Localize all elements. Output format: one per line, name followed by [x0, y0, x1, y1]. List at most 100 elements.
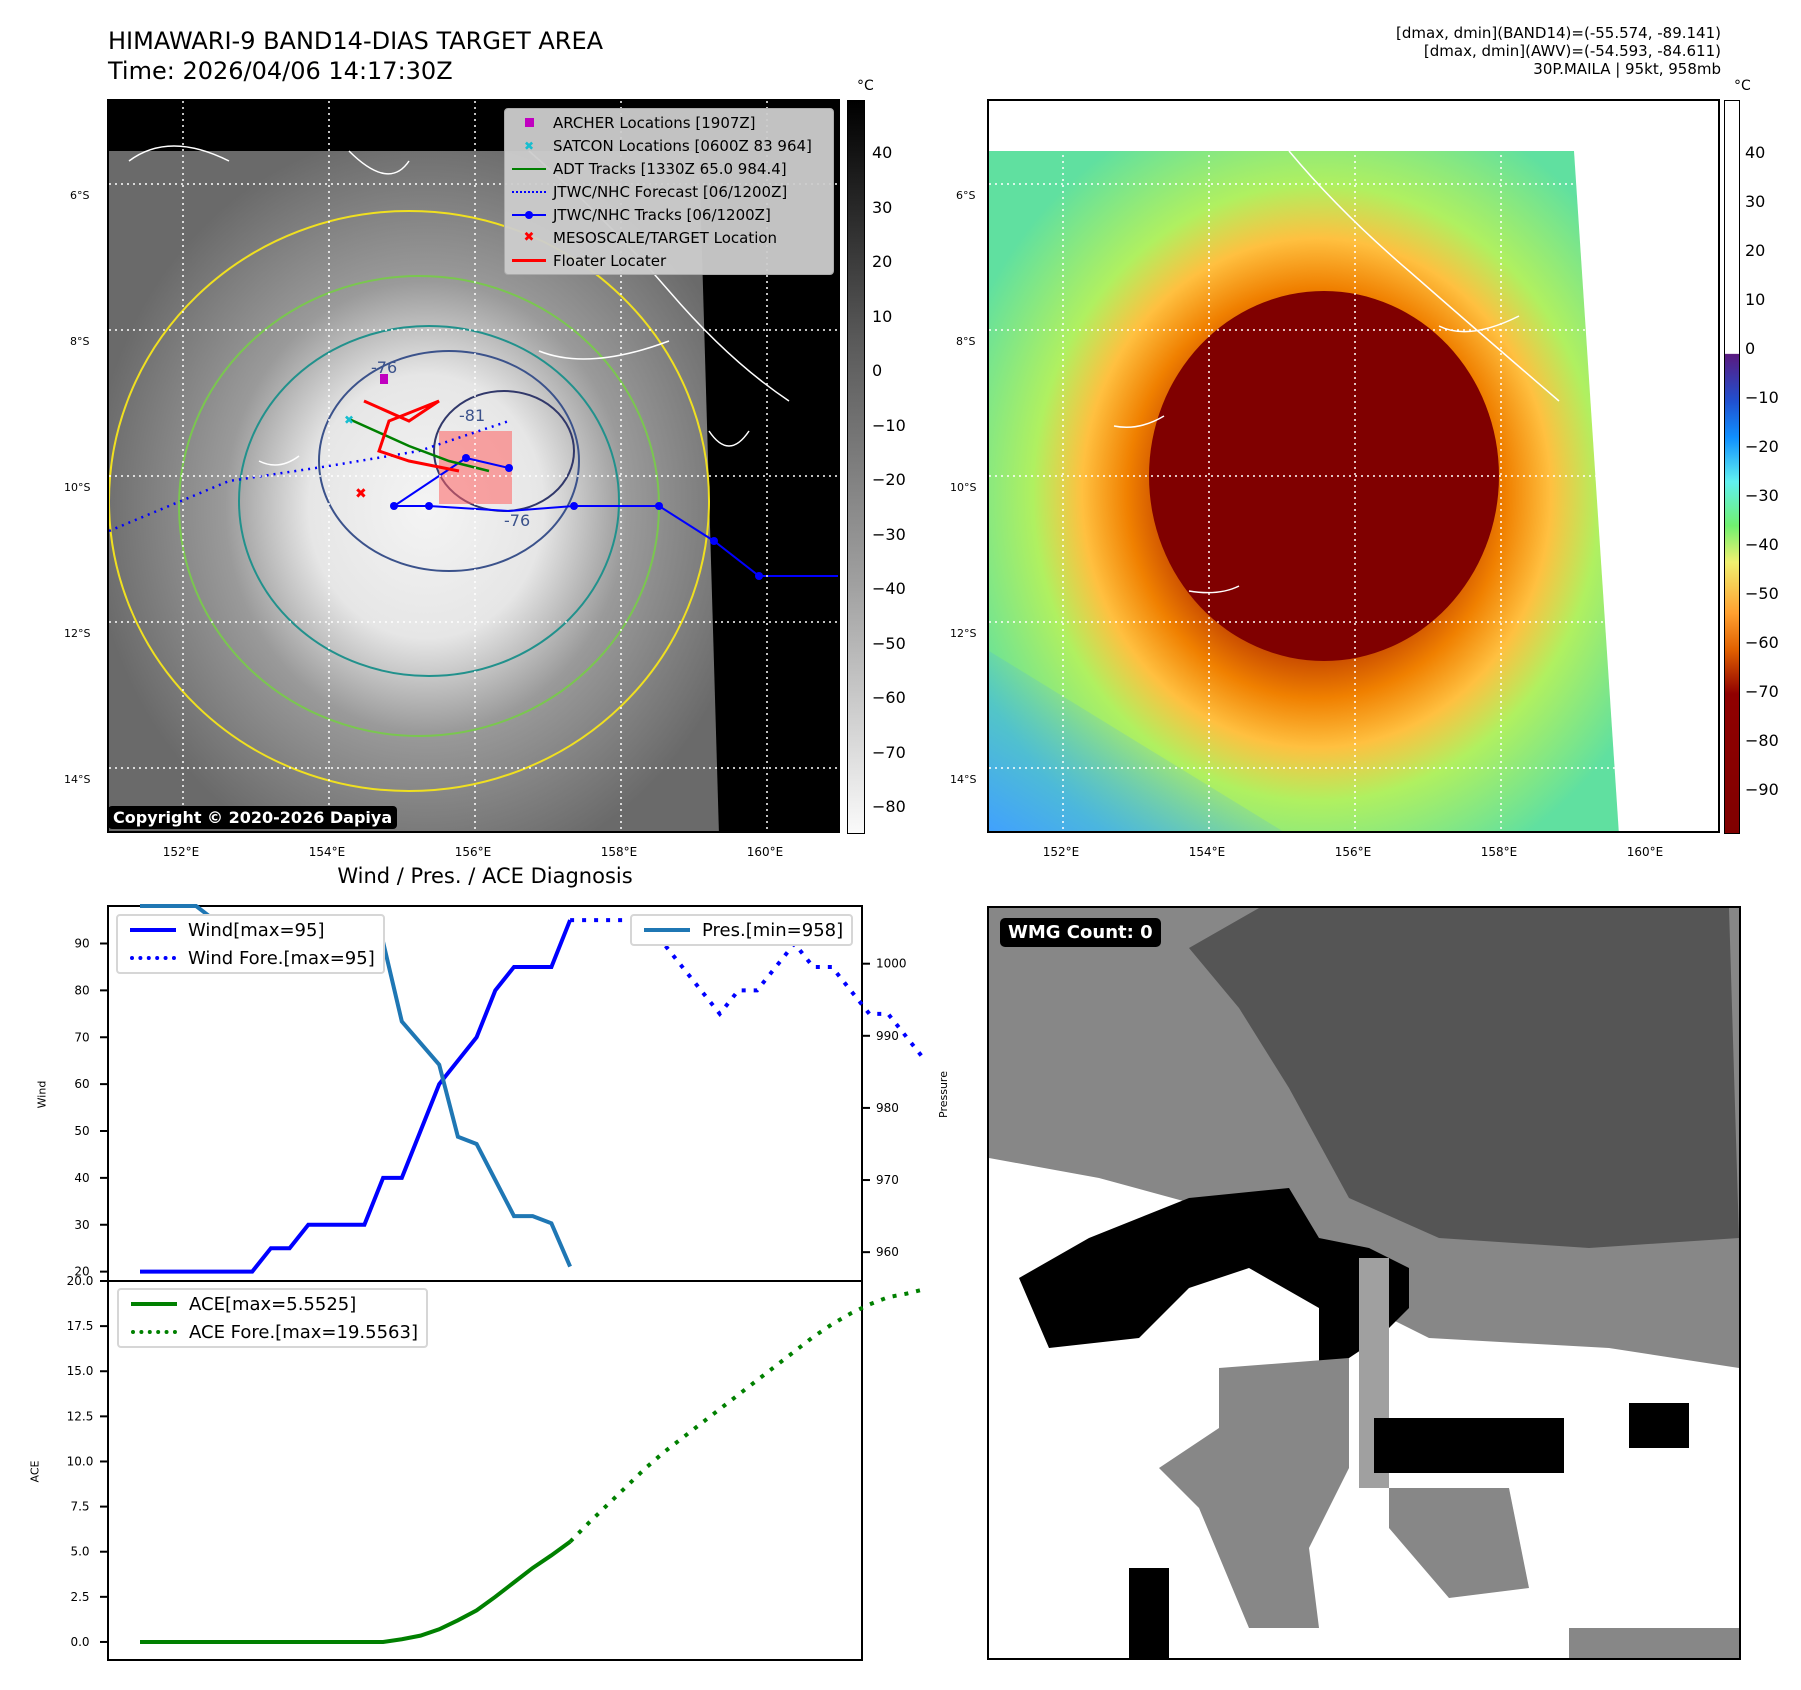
- wmg-count-badge: WMG Count: 0: [1000, 918, 1161, 947]
- pressure-axis-label: Pressure: [936, 1071, 950, 1118]
- wind-ytick-label: 50: [74, 1124, 89, 1138]
- dotted-line-icon: [131, 1330, 177, 1334]
- contour-yellow: [109, 210, 710, 792]
- solid-line-icon: [644, 928, 690, 932]
- legend-ace-forecast: ACE Fore.[max=19.5563]: [119, 1318, 426, 1346]
- awv-range: [dmax, dmin](AWV)=(-54.593, -84.611): [1423, 42, 1721, 60]
- dotted-line-icon: [512, 190, 546, 193]
- lon-tick: 154°E: [308, 845, 346, 859]
- title-line-2: Time: 2026/04/06 14:17:30Z: [108, 57, 453, 85]
- contour-label-81: -81: [459, 406, 485, 425]
- track-point: [710, 537, 718, 545]
- ir-map-svg: -76 -81 -76 ✖ ✖: [109, 101, 838, 831]
- wmg-region-dark: [1189, 908, 1739, 1248]
- archer-location-marker: [380, 374, 388, 384]
- legend-wind-forecast: Wind Fore.[max=95]: [118, 944, 383, 972]
- wmg-map[interactable]: [987, 906, 1741, 1660]
- ace-ytick-label: 20.0: [67, 1274, 94, 1288]
- diagnosis-chart-title: Wind / Pres. / ACE Diagnosis: [337, 864, 633, 888]
- x-marker-icon: ✖: [523, 230, 535, 245]
- band14-range: [dmax, dmin](BAND14)=(-55.574, -89.141): [1396, 24, 1721, 42]
- right-colorbar-tick: −40: [1745, 535, 1779, 554]
- satellite-swath: [109, 151, 719, 831]
- awv-map-svg: [989, 101, 1718, 831]
- left-colorbar-tick: 40: [872, 143, 893, 162]
- wind-ytick-label: 90: [74, 937, 89, 951]
- lat-tick: 12°S: [950, 627, 977, 640]
- track-point: [462, 454, 470, 462]
- track-point: [425, 502, 433, 510]
- left-colorbar-tick: −50: [872, 633, 906, 653]
- left-colorbar-tick: −30: [872, 524, 906, 544]
- line-dot-icon: [512, 210, 546, 219]
- adt-track: [348, 417, 490, 473]
- legend-wind: Wind[max=95]: [118, 916, 383, 944]
- lat-tick: 6°S: [956, 189, 976, 202]
- lon-tick: 158°E: [1480, 845, 1518, 859]
- ace-legend: ACE[max=5.5525] ACE Fore.[max=19.5563]: [117, 1288, 428, 1348]
- ace-ytick-label: 5.0: [70, 1545, 89, 1559]
- pressure-ytick-label: 960: [876, 1245, 899, 1259]
- wind-ytick-label: 60: [74, 1077, 89, 1091]
- ace-ytick-label: 2.5: [70, 1590, 89, 1604]
- floater-locater: [363, 399, 460, 473]
- lon-tick: 156°E: [1334, 845, 1372, 859]
- storm-summary: 30P.MAILA | 95kt, 958mb: [1533, 60, 1721, 78]
- legend-adt: ADT Tracks [1330Z 65.0 984.4]: [505, 157, 833, 180]
- series-aceline: [140, 1540, 572, 1644]
- track-point: [755, 572, 763, 580]
- left-colorbar-tick: 10: [872, 306, 893, 326]
- wmg-black-arc: [1019, 1188, 1409, 1378]
- left-colorbar: [847, 100, 865, 834]
- left-colorbar-tick: 30: [872, 197, 893, 217]
- x-marker-icon: ✖: [523, 138, 535, 153]
- legend-pressure: Pres.[min=958]: [632, 916, 851, 944]
- contour-label-76-top: -76: [371, 358, 397, 377]
- left-colorbar-unit: °C: [857, 78, 874, 94]
- left-colorbar-tick: −80: [872, 797, 906, 816]
- wmg-region-gray-right: [1389, 1488, 1529, 1598]
- pressure-ytick-label: 970: [876, 1173, 899, 1187]
- ace-ytick-label: 0.0: [70, 1635, 89, 1649]
- map-legend: ARCHER Locations [1907Z] ✖ SATCON Locati…: [504, 108, 834, 275]
- lat-tick: 14°S: [64, 773, 91, 786]
- satcon-location-marker: ✖: [344, 413, 354, 427]
- lat-tick: 8°S: [956, 335, 976, 348]
- wind-ytick-label: 70: [74, 1030, 89, 1044]
- lat-tick: 10°S: [950, 481, 977, 494]
- wind-ytick-label: 20: [74, 1265, 89, 1279]
- right-colorbar-tick: 30: [1745, 192, 1766, 211]
- legend-satcon: ✖ SATCON Locations [0600Z 83 964]: [523, 136, 812, 155]
- track-point: [570, 502, 578, 510]
- wind-ytick-label: 80: [74, 983, 89, 997]
- legend-jtwc-forecast: JTWC/NHC Forecast [06/1200Z]: [505, 180, 833, 203]
- left-colorbar-tick: −40: [872, 579, 906, 598]
- solid-line-icon: [131, 1302, 177, 1306]
- wmg-region-gray-lower: [1159, 1358, 1349, 1628]
- wmg-black-block: [1374, 1418, 1564, 1473]
- lon-tick: 158°E: [600, 845, 638, 859]
- right-colorbar-tick: −30: [1745, 486, 1779, 505]
- eye-region: [1149, 291, 1499, 661]
- legend-mesoscale: ✖ MESOSCALE/TARGET Location: [523, 228, 778, 247]
- wmg-svg: [989, 908, 1739, 1658]
- contour-navy-outer: [318, 350, 580, 572]
- ace-axes: [107, 1280, 863, 1661]
- left-colorbar-tick: −20: [872, 470, 906, 489]
- track-point: [505, 464, 513, 472]
- no-data-region: [699, 151, 838, 831]
- pressure-ytick-label: 1000: [876, 957, 907, 971]
- title-line-1: HIMAWARI-9 BAND14-DIAS TARGET AREA: [108, 27, 604, 55]
- right-colorbar-tick: 10: [1745, 290, 1766, 309]
- awv-color-map[interactable]: [987, 99, 1720, 833]
- right-colorbar-tick: −80: [1745, 731, 1779, 750]
- contour-label-76-bottom: -76: [504, 511, 530, 530]
- jtwc-forecast-track: [109, 419, 510, 533]
- right-colorbar-tick: 0: [1745, 339, 1756, 358]
- storm-info: [dmax, dmin](BAND14)=(-55.574, -89.141) …: [1396, 24, 1721, 78]
- wind-legend: Wind[max=95] Wind Fore.[max=95]: [116, 914, 385, 974]
- contour-teal: [238, 325, 620, 677]
- lon-tick: 160°E: [746, 845, 784, 859]
- lon-tick: 160°E: [1626, 845, 1664, 859]
- lat-tick: 14°S: [950, 773, 977, 786]
